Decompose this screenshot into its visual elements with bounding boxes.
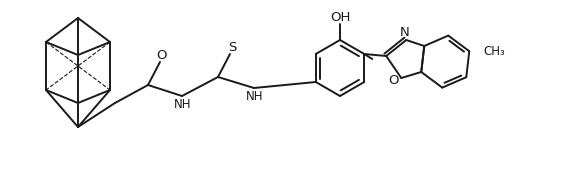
Text: OH: OH bbox=[330, 11, 350, 23]
Text: N: N bbox=[400, 25, 409, 38]
Text: CH₃: CH₃ bbox=[483, 45, 505, 58]
Text: O: O bbox=[157, 49, 167, 62]
Text: NH: NH bbox=[174, 98, 192, 110]
Text: O: O bbox=[388, 74, 398, 86]
Text: NH: NH bbox=[246, 90, 264, 103]
Text: S: S bbox=[228, 40, 236, 54]
